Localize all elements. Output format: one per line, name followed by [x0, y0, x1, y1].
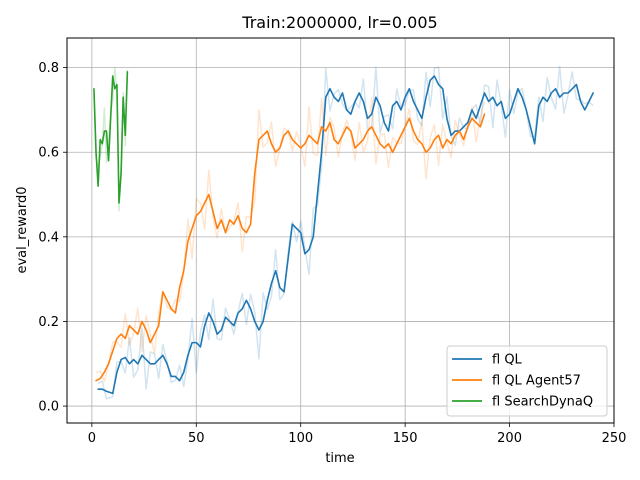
series-raw-fl-ql-agent57: [95, 97, 486, 383]
x-tick-label: 250: [602, 431, 627, 446]
series-layer: [93, 71, 594, 395]
series-line-fl-ql-agent57: [95, 113, 486, 382]
y-tick-label: 0.4: [38, 230, 59, 245]
x-tick-label: 150: [393, 431, 418, 446]
grid: [67, 38, 615, 423]
chart-title: Train:2000000, lr=0.005: [241, 13, 437, 32]
y-tick-label: 0.0: [38, 400, 59, 415]
x-axis-label: time: [325, 451, 354, 466]
series-line-fl-searchdynaq: [93, 71, 129, 204]
legend-label-fl-ql-agent57: fl QL Agent57: [492, 374, 581, 389]
y-tick-label: 0.8: [38, 61, 59, 76]
y-tick-label: 0.6: [38, 146, 59, 161]
legend-label-fl-ql: fl QL: [492, 353, 523, 368]
y-tick-label: 0.2: [38, 315, 59, 330]
x-tick-label: 200: [497, 431, 522, 446]
series-line-fl-ql: [97, 75, 594, 395]
x-tick-label: 100: [288, 431, 313, 446]
legend-label-fl-searchdynaq: fl SearchDynaQ: [492, 395, 593, 410]
x-tick-label: 50: [188, 431, 205, 446]
y-axis-label: eval_reward0: [15, 186, 30, 273]
plot-frame: [66, 37, 615, 424]
legend: fl QL fl QL Agent57 fl SearchDynaQ: [446, 345, 608, 417]
axis-ticks: 0 50 100 150 200 250 0.0 0.2 0.4 0.6 0.8: [38, 61, 626, 446]
legend-box: [446, 345, 608, 417]
x-tick-label: 0: [88, 431, 96, 446]
